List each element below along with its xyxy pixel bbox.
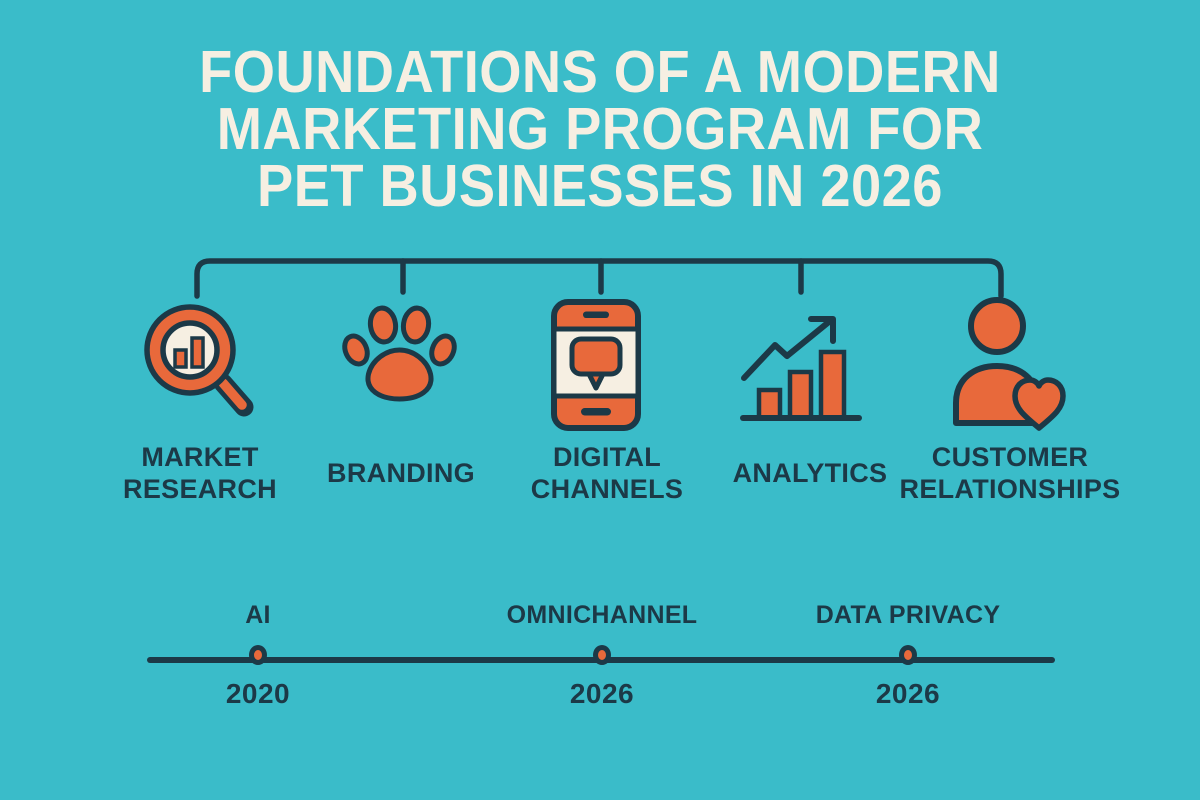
label-market-research: MARKET RESEARCH — [123, 442, 277, 504]
growth-bar-chart-icon — [740, 316, 862, 421]
label-analytics: ANALYTICS — [732, 458, 888, 488]
milestone-year: 2020 — [225, 678, 291, 709]
timeline-milestone-omnichannel: OMNICHANNEL 2026 — [452, 600, 752, 709]
title-line-3: PET BUSINESSES IN 2026 — [257, 153, 943, 219]
bracket-connector — [194, 258, 1004, 299]
magnifier-bar-chart-icon — [144, 304, 254, 417]
timeline-dot — [899, 645, 917, 665]
title-line-2: MARKETING PROGRAM FOR — [216, 96, 984, 162]
milestone-label: AI — [245, 601, 271, 629]
milestone-year: 2026 — [875, 678, 941, 709]
timeline-dot — [249, 645, 267, 665]
smartphone-chat-icon — [551, 299, 641, 431]
title-line-1: FOUNDATIONS OF A MODERN — [199, 39, 1001, 105]
label-digital-channels: DIGITAL CHANNELS — [530, 442, 684, 504]
milestone-year: 2026 — [569, 678, 635, 709]
label-branding: BRANDING — [327, 458, 475, 488]
person-heart-icon — [953, 297, 1066, 431]
label-customer-relationships: CUSTOMER RELATIONSHIPS — [899, 442, 1121, 504]
timeline-milestone-ai: AI 2020 — [108, 600, 408, 709]
page-title: FOUNDATIONS OF A MODERN MARKETING PROGRA… — [48, 39, 1152, 219]
paw-print-icon — [342, 305, 457, 402]
milestone-label: DATA PRIVACY — [815, 601, 1001, 629]
timeline-dot — [593, 645, 611, 665]
milestone-label: OMNICHANNEL — [506, 601, 698, 629]
timeline-milestone-data-privacy: DATA PRIVACY 2026 — [758, 600, 1058, 709]
